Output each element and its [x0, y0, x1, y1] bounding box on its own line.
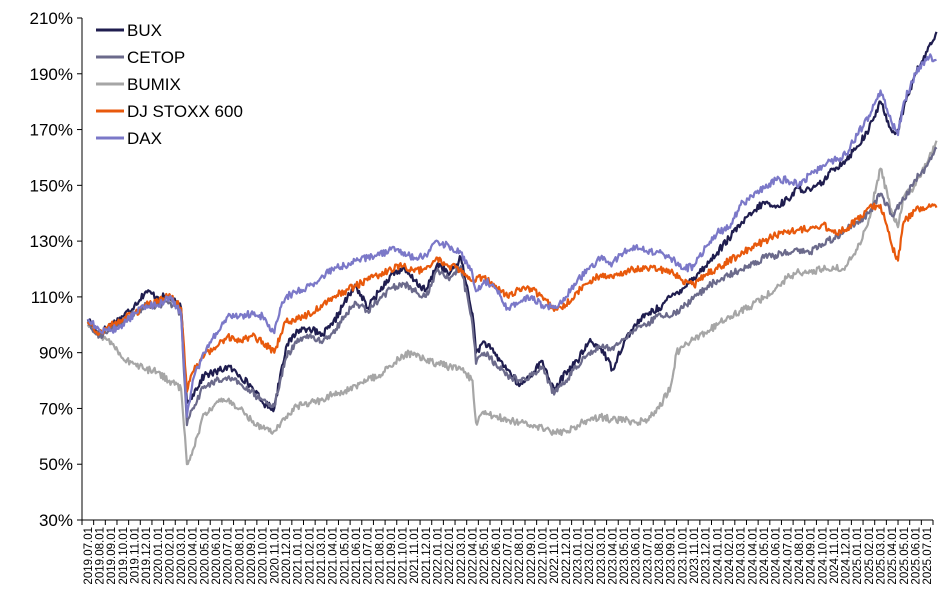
x-tick-label: 2025.05.01 [899, 527, 911, 585]
x-tick-label: 2020.11.01 [269, 527, 281, 584]
x-tick-label: 2024.11.01 [829, 527, 841, 584]
x-tick-label: 2021.10.01 [398, 527, 410, 585]
y-tick-label: 70% [39, 399, 73, 418]
x-tick-label: 2020.06.01 [211, 527, 223, 585]
x-tick-label: 2019.11.01 [129, 527, 141, 584]
x-tick-label: 2021.05.01 [339, 527, 351, 585]
x-tick-label: 2024.07.01 [782, 527, 794, 585]
x-tick-label: 2022.05.01 [479, 527, 491, 585]
x-tick-label: 2025.07.01 [922, 527, 934, 585]
y-tick-label: 170% [30, 121, 73, 140]
x-tick-label: 2021.03.01 [316, 527, 328, 585]
x-tick-label: 2023.11.01 [689, 527, 701, 584]
y-axis: 30% 50% 70% 90% 110% 130% 150% 170% 190% 210% [30, 9, 83, 530]
y-tick-label: 210% [30, 9, 73, 28]
x-tick-label: 2024.03.01 [736, 527, 748, 585]
x-tick-label: 2021.04.01 [328, 527, 340, 585]
y-tick-label: 150% [30, 176, 73, 195]
x-tick-label: 2020.09.01 [246, 527, 258, 585]
x-tick-label: 2020.08.01 [234, 527, 246, 585]
x-tick-label: 2024.04.01 [747, 527, 759, 585]
x-tick-label: 2025.06.01 [911, 527, 923, 585]
x-tick-label: 2020.07.01 [223, 527, 235, 585]
x-tick-label: 2019.08.01 [94, 527, 106, 585]
y-tick-label: 110% [31, 288, 73, 307]
series-lines [86, 31, 938, 466]
x-tick-label: 2021.11.01 [409, 527, 421, 584]
legend-label: BUX [127, 21, 162, 40]
x-tick-label: 2019.10.01 [118, 527, 130, 585]
x-tick-label: 2025.02.01 [864, 527, 876, 585]
x-tick-label: 2024.06.01 [771, 527, 783, 585]
x-tick-label: 2021.12.01 [421, 527, 433, 585]
x-tick-label: 2022.09.01 [526, 527, 538, 585]
x-tick-label: 2020.10.01 [258, 527, 270, 585]
x-tick-label: 2024.02.01 [724, 527, 736, 585]
y-tick-label: 130% [30, 232, 73, 251]
x-tick-label: 2022.10.01 [537, 527, 549, 585]
x-tick-label: 2022.11.01 [549, 527, 561, 584]
x-tick-label: 2019.07.01 [83, 527, 95, 585]
x-tick-label: 2024.01.01 [712, 527, 724, 585]
x-tick-label: 2025.04.01 [887, 527, 899, 585]
legend-label: BUMIX [127, 75, 181, 94]
x-tick-label: 2021.01.01 [293, 527, 305, 585]
x-tick-label: 2022.08.01 [514, 527, 526, 585]
y-tick-label: 90% [39, 344, 73, 363]
series-line-dj-stoxx-600 [86, 202, 938, 393]
x-tick-label: 2020.03.01 [176, 527, 188, 585]
series-line-bumix [86, 140, 938, 466]
x-tick-label: 2023.07.01 [642, 527, 654, 585]
x-tick-label: 2020.12.01 [281, 527, 293, 585]
x-tick-label: 2024.10.01 [817, 527, 829, 585]
x-tick-label: 2023.08.01 [654, 527, 666, 585]
x-tick-label: 2024.08.01 [794, 527, 806, 585]
x-tick-label: 2020.01.01 [153, 527, 165, 585]
x-tick-label: 2019.09.01 [106, 527, 118, 585]
x-tick-label: 2023.01.01 [572, 527, 584, 585]
x-tick-label: 2024.12.01 [841, 527, 853, 585]
x-tick-label: 2020.02.01 [164, 527, 176, 585]
x-tick-label: 2021.02.01 [304, 527, 316, 585]
x-tick-label: 2022.06.01 [491, 527, 503, 585]
x-tick-label: 2021.08.01 [374, 527, 386, 585]
x-tick-label: 2021.06.01 [351, 527, 363, 585]
legend: BUX CETOP BUMIX DJ STOXX 600 DAX [96, 21, 243, 148]
y-tick-label: 30% [39, 511, 73, 530]
legend-label: DJ STOXX 600 [127, 102, 243, 121]
x-tick-label: 2022.12.01 [561, 527, 573, 585]
legend-label: CETOP [127, 48, 185, 67]
x-tick-label: 2023.06.01 [631, 527, 643, 585]
x-tick-label: 2025.01.01 [852, 527, 864, 585]
series-line-cetop [86, 146, 938, 427]
x-tick-label: 2020.05.01 [199, 527, 211, 585]
x-tick-label: 2023.04.01 [607, 527, 619, 585]
x-tick-label: 2022.04.01 [468, 527, 480, 585]
x-tick-label: 2022.02.01 [444, 527, 456, 585]
x-tick-label: 2023.05.01 [619, 527, 631, 585]
x-tick-label: 2020.04.01 [188, 527, 200, 585]
series-line-bux [86, 31, 938, 413]
x-tick-label: 2019.12.01 [141, 527, 153, 585]
y-tick-label: 50% [39, 455, 73, 474]
x-tick-label: 2023.09.01 [666, 527, 678, 585]
series-line-dax [86, 53, 937, 418]
x-tick-label: 2021.07.01 [363, 527, 375, 585]
x-tick-label: 2023.10.01 [677, 527, 689, 585]
x-tick-label: 2023.03.01 [596, 527, 608, 585]
x-tick-label: 2022.01.01 [433, 527, 445, 585]
x-tick-label: 2022.03.01 [456, 527, 468, 585]
legend-label: DAX [127, 129, 162, 148]
x-tick-label: 2022.07.01 [503, 527, 515, 585]
x-tick-label: 2025.03.01 [876, 527, 888, 585]
x-tick-label: 2023.12.01 [701, 527, 713, 585]
x-tick-label: 2023.02.01 [584, 527, 596, 585]
x-tick-label: 2021.09.01 [386, 527, 398, 585]
y-tick-label: 190% [30, 65, 73, 84]
x-tick-label: 2024.05.01 [759, 527, 771, 585]
x-axis: 2019.07.01 2019.08.01 2019.09.01 2019.10.01… [81, 519, 934, 585]
x-tick-label: 2024.09.01 [806, 527, 818, 585]
